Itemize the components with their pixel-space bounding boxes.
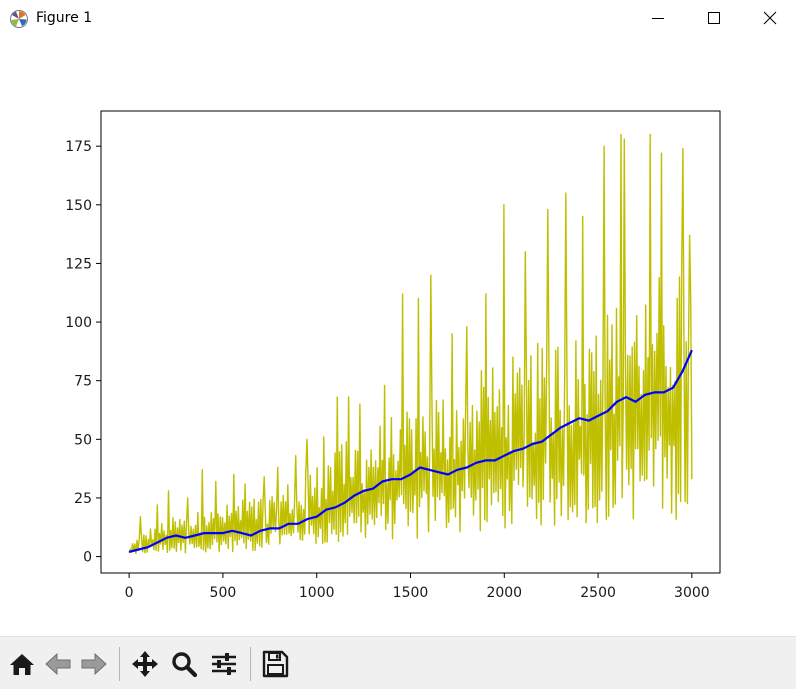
- x-tick-label: 0: [125, 585, 134, 601]
- home-icon: [10, 654, 34, 675]
- arrow-left-icon: [45, 652, 71, 676]
- toolbar-separator: [119, 647, 120, 681]
- floppy-disk-icon: [262, 650, 289, 678]
- y-tick-label: 0: [83, 550, 92, 566]
- home-button[interactable]: [6, 648, 38, 680]
- minimize-icon: [652, 18, 664, 19]
- y-tick-label: 50: [74, 432, 92, 448]
- y-tick-label: 100: [65, 315, 92, 331]
- save-button[interactable]: [259, 648, 291, 680]
- maximize-icon: [708, 12, 720, 24]
- configure-subplots-button[interactable]: [208, 648, 240, 680]
- pan-button[interactable]: [129, 648, 161, 680]
- navigation-toolbar: [0, 636, 796, 689]
- x-axis: 0 500 1000 1500 2000 2500 3000: [125, 573, 710, 601]
- sliders-icon: [212, 653, 236, 675]
- minimize-button[interactable]: [630, 0, 686, 36]
- y-axis: 0 25 50 75 100 125 150 175: [65, 139, 101, 566]
- y-tick-label: 75: [74, 374, 92, 390]
- back-button[interactable]: [42, 648, 74, 680]
- forward-button[interactable]: [78, 648, 110, 680]
- y-tick-label: 25: [74, 491, 92, 507]
- x-tick-label: 2500: [580, 585, 616, 601]
- x-tick-label: 500: [210, 585, 237, 601]
- y-tick-label: 125: [65, 256, 92, 272]
- x-tick-label: 1000: [299, 585, 335, 601]
- matplotlib-logo-icon: [9, 9, 29, 29]
- y-tick-label: 150: [65, 198, 92, 214]
- y-tick-label: 175: [65, 139, 92, 155]
- x-tick-label: 2000: [486, 585, 522, 601]
- window-titlebar: Figure 1: [0, 0, 796, 38]
- magnifier-icon: [172, 652, 198, 678]
- move-arrows-icon: [132, 651, 158, 677]
- close-button[interactable]: [742, 0, 796, 36]
- close-icon: [763, 11, 777, 25]
- figure-canvas[interactable]: 0 500 1000 1500 2000 2500 3000 0 25 50 75 100 125 15…: [0, 38, 796, 636]
- raw-series-line: [128, 133, 693, 555]
- toolbar-separator: [250, 647, 251, 681]
- zoom-button[interactable]: [168, 648, 200, 680]
- maximize-button[interactable]: [686, 0, 742, 36]
- line-chart: 0 500 1000 1500 2000 2500 3000 0 25 50 75 100 125 15…: [0, 38, 796, 636]
- smoothed-series-line: [128, 349, 693, 553]
- window-title: Figure 1: [36, 10, 93, 26]
- x-tick-label: 1500: [393, 585, 429, 601]
- x-tick-label: 3000: [674, 585, 710, 601]
- raw-series: [128, 133, 693, 555]
- arrow-right-icon: [81, 652, 107, 676]
